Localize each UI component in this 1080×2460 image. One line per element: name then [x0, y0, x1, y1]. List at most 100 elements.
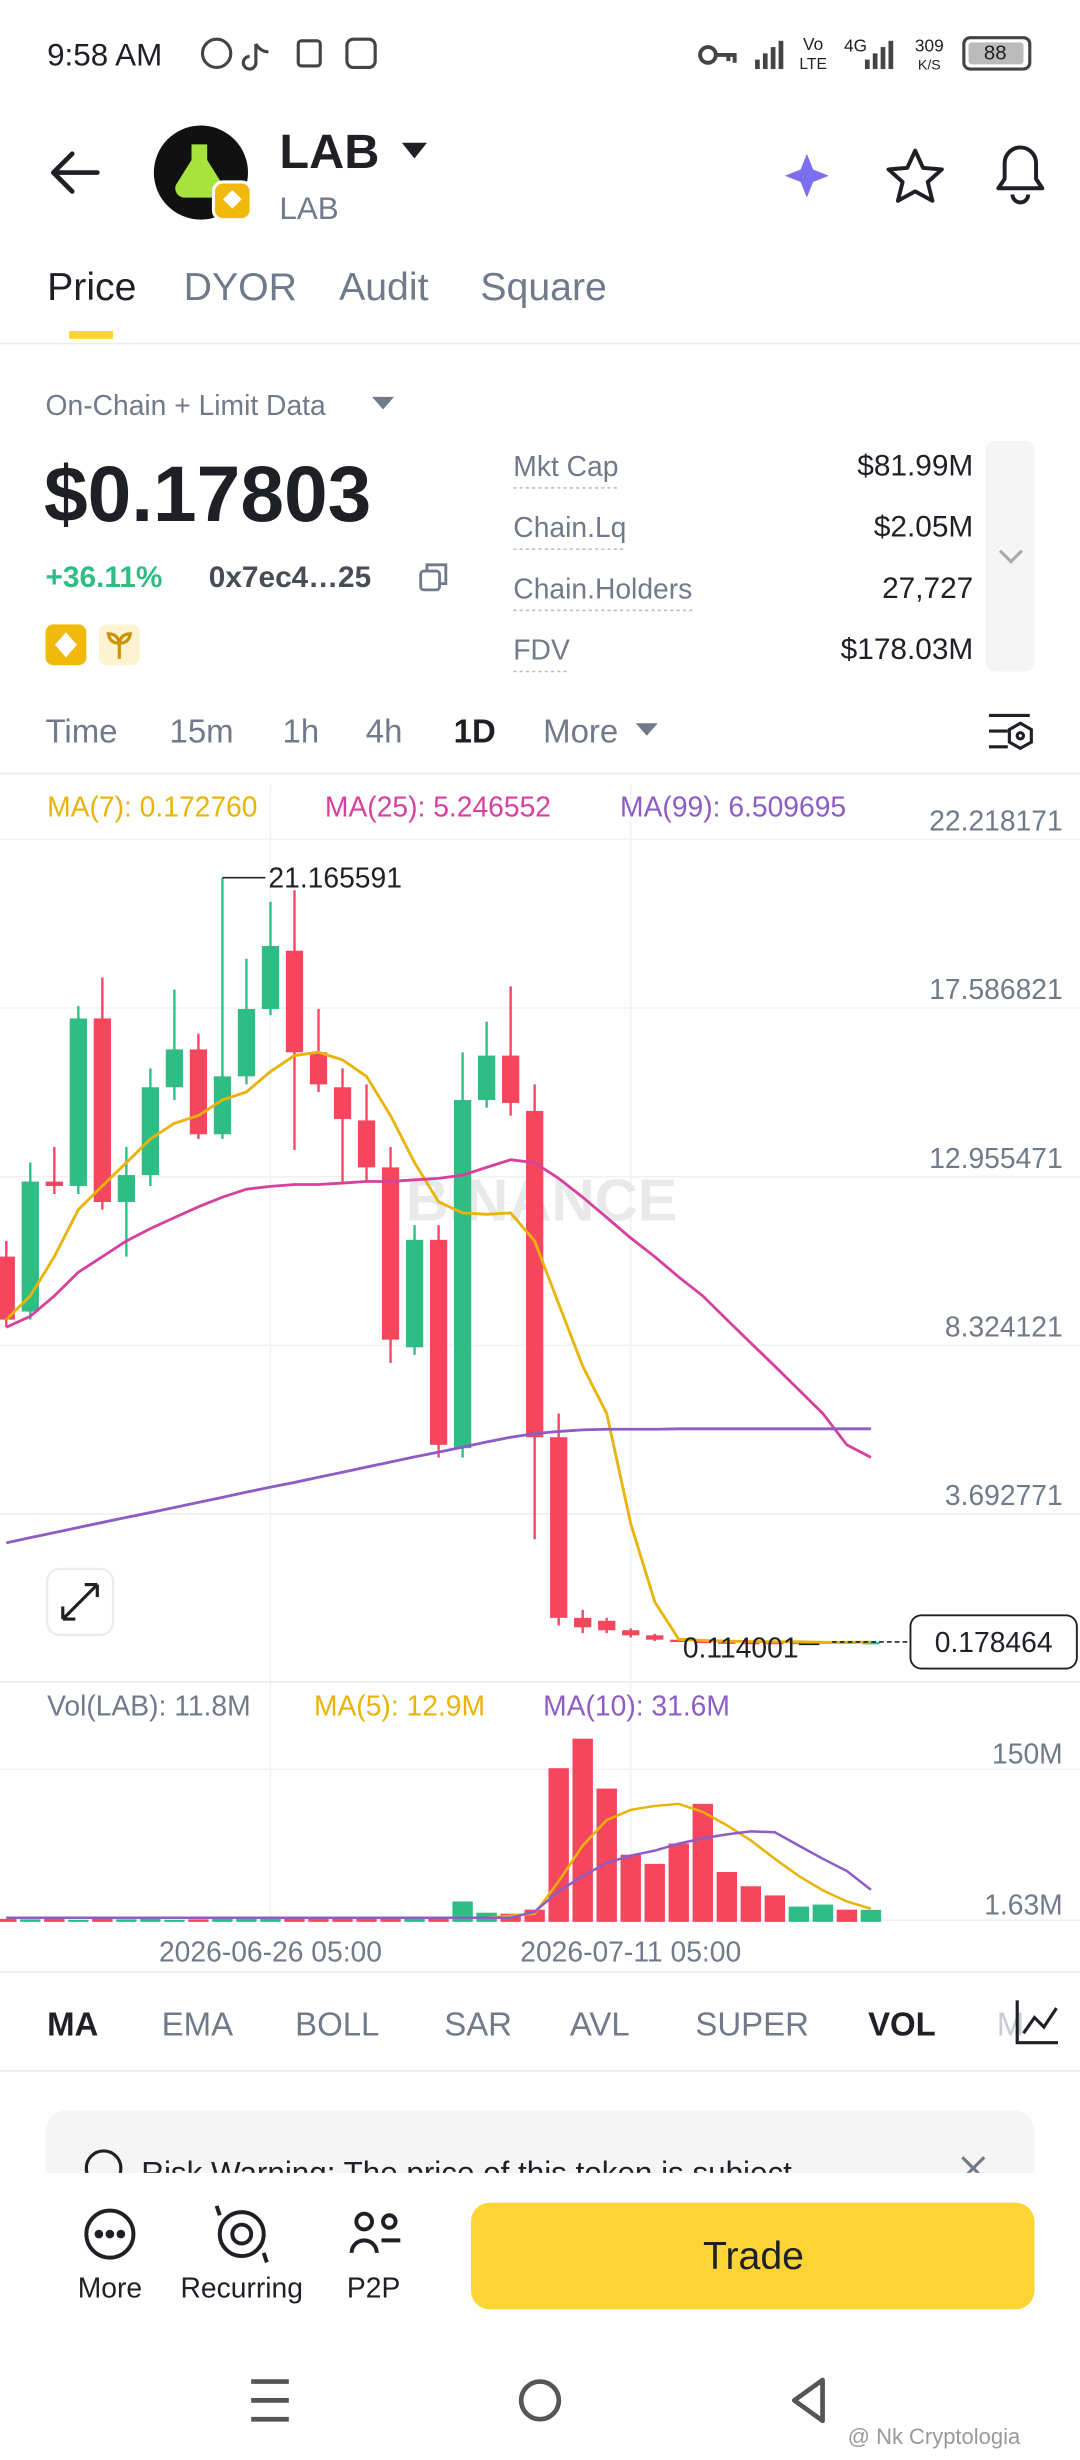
tab[interactable]: Audit [339, 265, 429, 309]
volume-bar [764, 1895, 786, 1922]
candle-body [189, 1049, 208, 1135]
candle-body [285, 950, 304, 1053]
interval-more-dropdown[interactable] [635, 723, 658, 736]
last-price-box [909, 1614, 1078, 1670]
volume-bar [740, 1886, 762, 1922]
stat-value: $2.05M [874, 511, 973, 544]
candle-body [694, 1640, 712, 1644]
indicator-tab[interactable]: AVL [570, 2005, 630, 2042]
stats-expand[interactable] [985, 440, 1035, 672]
token-title[interactable]: LAB [279, 125, 379, 179]
interval[interactable]: More [543, 713, 618, 750]
indicator-tab[interactable]: MA [47, 2005, 98, 2042]
candle-body [261, 945, 280, 1009]
favorite-button[interactable] [886, 148, 944, 203]
nav-menu[interactable] [251, 2379, 289, 2422]
battery-level [968, 42, 1024, 65]
candle-body [574, 1617, 592, 1628]
interval[interactable]: 15m [170, 713, 234, 750]
alert-button[interactable] [996, 145, 1045, 205]
tab[interactable]: Price [47, 265, 136, 309]
tab[interactable]: Square [480, 265, 607, 309]
volume-bar [548, 1768, 569, 1922]
status-speed-unit: K/S [918, 56, 941, 72]
y-tick-label: 12.955471 [929, 1142, 1063, 1174]
candle-body [598, 1620, 616, 1631]
candle-body [550, 1437, 568, 1618]
indicator-tab[interactable]: BOLL [295, 2005, 379, 2042]
action-label[interactable]: P2P [347, 2271, 400, 2303]
price: $0.17803 [44, 450, 371, 538]
ma-legend-name: MA(99): [620, 790, 720, 822]
volume-ma-legend-name: MA(5): [314, 1689, 399, 1721]
interval[interactable]: Time [46, 713, 118, 750]
nav-back[interactable] [791, 2377, 825, 2424]
candle-body [718, 1641, 736, 1644]
y-tick-label: 22.218171 [929, 805, 1063, 837]
x-tick-label: 2026-07-11 05:00 [520, 1936, 741, 1968]
back-button[interactable] [51, 151, 100, 194]
stat-label: Chain.Holders [513, 572, 692, 604]
data-source[interactable]: On-Chain + Limit Data [46, 389, 326, 421]
interval[interactable]: 1D [454, 713, 496, 750]
volume-legend-name: Vol(LAB): [47, 1689, 166, 1721]
volume-ma-legend-name: MA(10): [543, 1689, 643, 1721]
tab[interactable]: DYOR [184, 265, 297, 309]
volume-bar [596, 1788, 617, 1922]
status-time: 9:58 AM [47, 37, 162, 72]
volume-bar [788, 1906, 810, 1922]
candles [0, 877, 880, 1645]
volume-bar [572, 1738, 593, 1922]
indicator-tab[interactable]: M [997, 2005, 1024, 2042]
volume-ma-legend-value: 12.9M [407, 1689, 486, 1721]
volume-bar [404, 1918, 425, 1922]
candle-body [21, 1181, 39, 1312]
candle-body [45, 1181, 63, 1186]
volume-legend-value: 11.8M [174, 1689, 250, 1721]
volume-bar [20, 1919, 41, 1922]
volume-bar [140, 1918, 161, 1922]
indicator-tab[interactable]: VOL [868, 2005, 936, 2042]
ma-legend-value: 0.172760 [140, 790, 258, 822]
stat-label: FDV [513, 634, 570, 666]
trade-button[interactable] [470, 2202, 1035, 2310]
indicator-settings[interactable] [1015, 2000, 1059, 2045]
ma-legend: MA(7): 0.172760 [47, 790, 257, 822]
indicator-tab[interactable]: EMA [162, 2005, 233, 2042]
candle-body [357, 1120, 376, 1168]
action-label[interactable]: Recurring [181, 2271, 303, 2303]
indicator-tab[interactable]: SUPER [695, 2005, 809, 2042]
volume-bar [0, 1918, 17, 1922]
candle-body [69, 1018, 87, 1186]
interval[interactable]: 1h [283, 713, 320, 750]
volume-bar [644, 1863, 665, 1922]
chart-settings-button[interactable] [988, 713, 1033, 751]
volume-bar [620, 1854, 641, 1922]
volume-bar [308, 1917, 329, 1922]
status-speed: 309 [915, 36, 944, 56]
indicator-tab[interactable]: SAR [444, 2005, 512, 2042]
ai-button[interactable] [784, 153, 829, 198]
nav-home[interactable] [518, 2379, 562, 2422]
risk-close[interactable] [961, 2156, 986, 2179]
volume-ma-legend: MA(10): 31.6M [543, 1689, 730, 1721]
volume-bar [260, 1917, 281, 1922]
risk-warning: Risk Warning: The price of this token is… [141, 2155, 792, 2190]
action-label[interactable]: More [78, 2271, 142, 2303]
copy-button[interactable] [419, 563, 448, 592]
token-dropdown[interactable] [401, 142, 427, 159]
actions: More Recurring P2P [78, 2271, 401, 2303]
volume-ma-line [6, 1830, 872, 1920]
volume-bar [836, 1909, 858, 1922]
intervals: Time 15m 1h 4h 1D More [46, 713, 658, 750]
candle-body [117, 1175, 135, 1202]
volume-bar [164, 1919, 185, 1922]
data-source-dropdown[interactable] [372, 396, 395, 410]
trade-button-label[interactable]: Trade [703, 2234, 804, 2278]
risk-card: Risk Warning: The price of this token is… [45, 2110, 1035, 2190]
candle-body [213, 1076, 232, 1135]
candle-body [405, 1239, 424, 1348]
volume-bar [212, 1918, 233, 1922]
interval[interactable]: 4h [366, 713, 403, 750]
